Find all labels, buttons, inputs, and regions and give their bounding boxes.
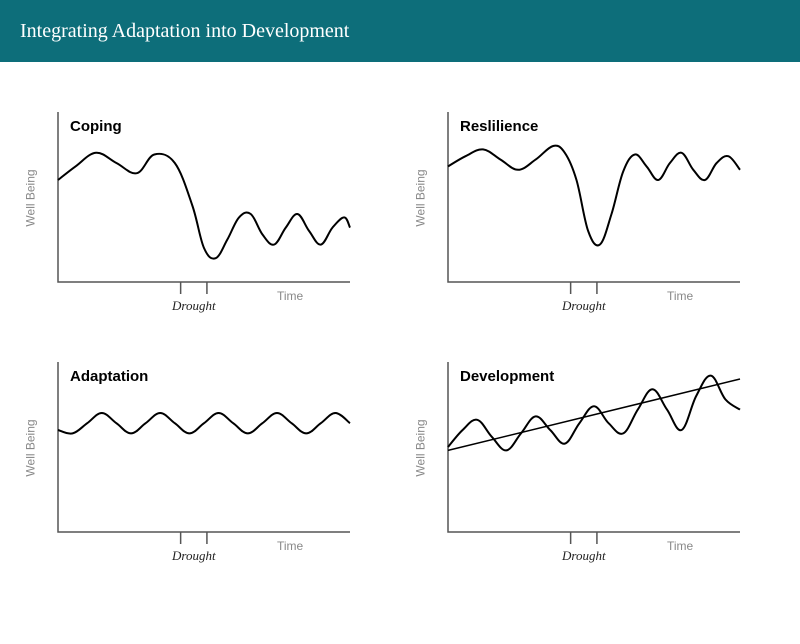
trend-line xyxy=(448,379,740,450)
axes xyxy=(58,362,350,532)
x-axis-label: Time xyxy=(667,289,694,303)
wellbeing-curve xyxy=(58,413,350,434)
wellbeing-curve xyxy=(448,146,740,246)
y-axis-label: Well Being xyxy=(414,169,428,226)
x-axis-label: Time xyxy=(277,289,304,303)
chart-resilience: TimeDroughtReslilienceWell Being xyxy=(420,102,770,332)
chart-title: Reslilience xyxy=(460,118,538,135)
page-header: Integrating Adaptation into Development xyxy=(0,0,800,62)
drought-label: Drought xyxy=(171,548,216,563)
chart-svg: Time Drought xyxy=(420,352,750,582)
page-title: Integrating Adaptation into Development xyxy=(20,20,349,43)
chart-title: Coping xyxy=(70,118,122,135)
charts-grid: Time Drought Coping Well Being Time Drought R… xyxy=(0,62,800,602)
y-axis-label: Well Being xyxy=(24,419,38,476)
drought-label: Drought xyxy=(561,548,606,563)
chart-title: Development xyxy=(460,368,554,385)
chart-svg: Time Drought xyxy=(420,102,750,332)
axes xyxy=(448,112,740,282)
y-axis-label: Well Being xyxy=(414,419,428,476)
chart-coping: TimeDroughtCopingWell Being xyxy=(30,102,380,332)
y-axis-label: Well Being xyxy=(24,169,38,226)
drought-label: Drought xyxy=(171,298,216,313)
axes xyxy=(448,362,740,532)
x-axis-label: Time xyxy=(277,539,304,553)
axes xyxy=(58,112,350,282)
drought-label: Drought xyxy=(561,298,606,313)
x-axis-label: Time xyxy=(667,539,694,553)
chart-development: TimeDroughtDevelopmentWell Being xyxy=(420,352,770,582)
wellbeing-curve xyxy=(58,153,350,259)
chart-svg: Time Drought xyxy=(30,102,360,332)
chart-svg: Time Drought xyxy=(30,352,360,582)
chart-title: Adaptation xyxy=(70,368,148,385)
chart-adaptation: TimeDroughtAdaptationWell Being xyxy=(30,352,380,582)
